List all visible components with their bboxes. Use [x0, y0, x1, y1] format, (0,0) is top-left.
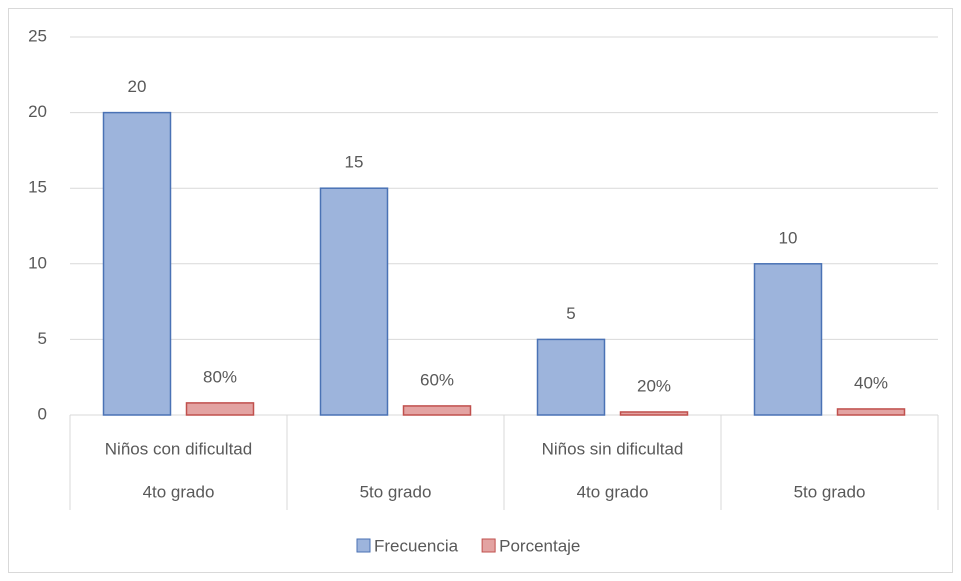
y-tick-label: 15: [28, 178, 47, 197]
data-label: 10: [779, 228, 798, 247]
bar: [619, 411, 689, 416]
legend-swatch: [481, 538, 496, 553]
y-tick-label: 25: [28, 26, 47, 45]
y-tick-label: 10: [28, 253, 47, 272]
data-label: 20%: [637, 376, 671, 395]
legend-label: Porcentaje: [499, 536, 580, 555]
y-tick-label: 5: [38, 329, 47, 348]
data-label: 20: [128, 77, 147, 96]
bar: [319, 187, 389, 416]
y-tick-label: 20: [28, 102, 47, 121]
bar: [753, 263, 823, 416]
x-tick-label: 4to grado: [143, 482, 215, 501]
x-group-label: Niños sin dificultad: [542, 439, 684, 458]
bar: [536, 338, 606, 416]
legend-label: Frecuencia: [374, 536, 459, 555]
x-tick-label: 5to grado: [360, 482, 432, 501]
bar: [185, 402, 255, 416]
data-label: 60%: [420, 370, 454, 389]
y-tick-label: 0: [38, 404, 47, 423]
x-tick-label: 4to grado: [577, 482, 649, 501]
bar: [102, 111, 172, 416]
legend-swatch: [356, 538, 371, 553]
data-label: 5: [566, 304, 575, 323]
data-label: 40%: [854, 373, 888, 392]
data-label: 80%: [203, 367, 237, 386]
bar: [402, 405, 472, 416]
x-tick-label: 5to grado: [794, 482, 866, 501]
data-label: 15: [345, 153, 364, 172]
bar: [836, 408, 906, 416]
x-group-label: Niños con dificultad: [105, 439, 252, 458]
